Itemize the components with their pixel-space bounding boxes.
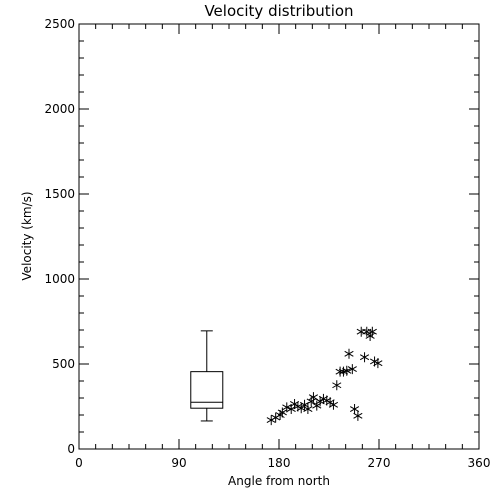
y-tick-label: 2500 [44,17,75,31]
x-tick-label: 0 [75,456,83,470]
data-point [373,358,383,369]
x-tick-label: 270 [368,456,391,470]
data-point [342,365,352,376]
data-point [359,352,370,363]
chart-title: Velocity distribution [204,2,353,20]
y-axis-title: Velocity (km/s) [20,191,34,280]
plot-frame [78,23,480,450]
data-point [277,407,287,418]
data-point [367,326,377,337]
axis-tick-labels: 0 90 180 270 360 0 500 1000 1500 2000 2500 [44,17,490,470]
data-point [349,404,360,415]
x-tick-label: 360 [468,456,491,470]
y-tick-label: 500 [52,357,75,371]
y-tick-label: 1000 [44,272,75,286]
data-point [347,364,357,375]
data-point [332,380,342,391]
data-point [328,399,339,410]
data-point [282,402,292,413]
y-tick-label: 1500 [44,187,75,201]
x-tick-label: 90 [171,456,186,470]
data-point [356,326,366,337]
y-tick-label: 0 [67,442,75,456]
scatter-points [266,326,383,426]
axis-ticks [78,23,480,450]
boxplot [190,330,224,422]
data-point [344,348,354,359]
data-point [353,410,363,421]
y-tick-label: 2000 [44,102,75,116]
x-tick-label: 180 [268,456,291,470]
x-axis-title: Angle from north [228,474,330,488]
data-point [303,404,313,415]
